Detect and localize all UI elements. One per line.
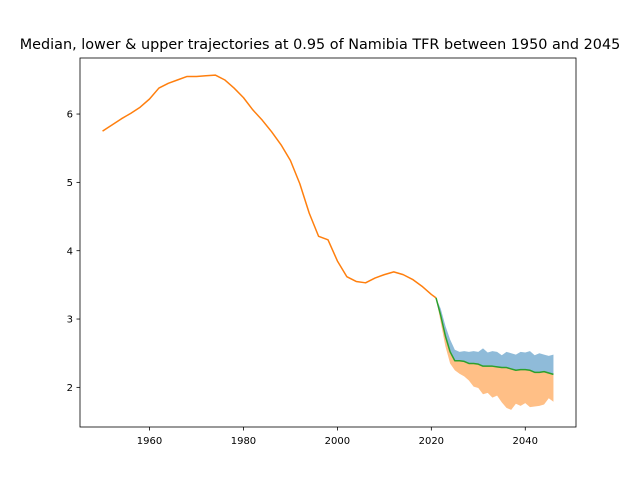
upper-interval-band (436, 297, 554, 375)
y-tick-label: 4 (67, 246, 73, 257)
median-series-line (435, 297, 554, 376)
axis-ticks: 1960 1980 2000 2020 2040 2 3 4 5 6 (67, 110, 538, 447)
axes-frame (79, 57, 577, 428)
x-tick-label: 1980 (231, 436, 256, 447)
observed-series-line (102, 74, 437, 299)
x-tick-label: 2020 (419, 436, 444, 447)
x-tick-label: 1960 (137, 436, 162, 447)
y-tick-label: 2 (67, 383, 73, 394)
lower-interval-band (436, 297, 554, 410)
y-tick-label: 5 (67, 178, 73, 189)
y-tick-label: 3 (67, 315, 73, 326)
x-tick-label: 2040 (513, 436, 538, 447)
plot-area (102, 74, 554, 410)
x-tick-label: 2000 (325, 436, 350, 447)
y-tick-label: 6 (67, 110, 73, 121)
chart-title: Median, lower & upper trajectories at 0.… (20, 37, 621, 53)
